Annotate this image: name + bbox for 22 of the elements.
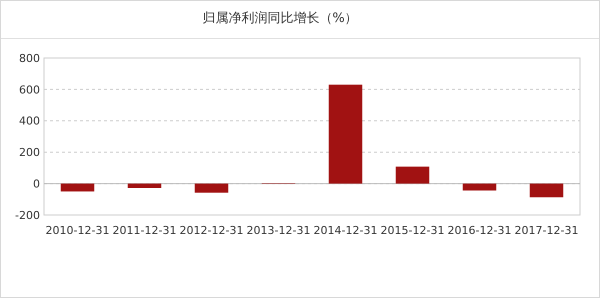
y-tick-label: 0 bbox=[33, 177, 40, 190]
x-tick-label: 2017-12-31 bbox=[514, 224, 578, 237]
x-tick-label: 2011-12-31 bbox=[112, 224, 176, 237]
x-tick-label: 2010-12-31 bbox=[46, 224, 110, 237]
chart-title: 归属净利润同比增长（%） bbox=[202, 11, 358, 26]
bar bbox=[328, 84, 362, 184]
bar bbox=[462, 184, 496, 191]
x-tick-label: 2016-12-31 bbox=[448, 224, 512, 237]
y-tick-label: 800 bbox=[19, 52, 40, 65]
y-tick-label: 600 bbox=[19, 83, 40, 96]
y-tick-label: -200 bbox=[15, 208, 40, 222]
x-tick-label: 2012-12-31 bbox=[180, 224, 244, 237]
x-tick-label: 2015-12-31 bbox=[380, 224, 444, 237]
x-tick-label: 2014-12-31 bbox=[314, 224, 378, 237]
x-tick-label: 2013-12-31 bbox=[246, 224, 310, 237]
y-tick-label: 200 bbox=[19, 146, 40, 160]
bar bbox=[530, 184, 564, 198]
bar bbox=[194, 184, 228, 193]
y-tick-label: 400 bbox=[19, 114, 40, 128]
bar bbox=[396, 166, 430, 184]
bar bbox=[60, 184, 94, 192]
bar bbox=[128, 184, 162, 188]
